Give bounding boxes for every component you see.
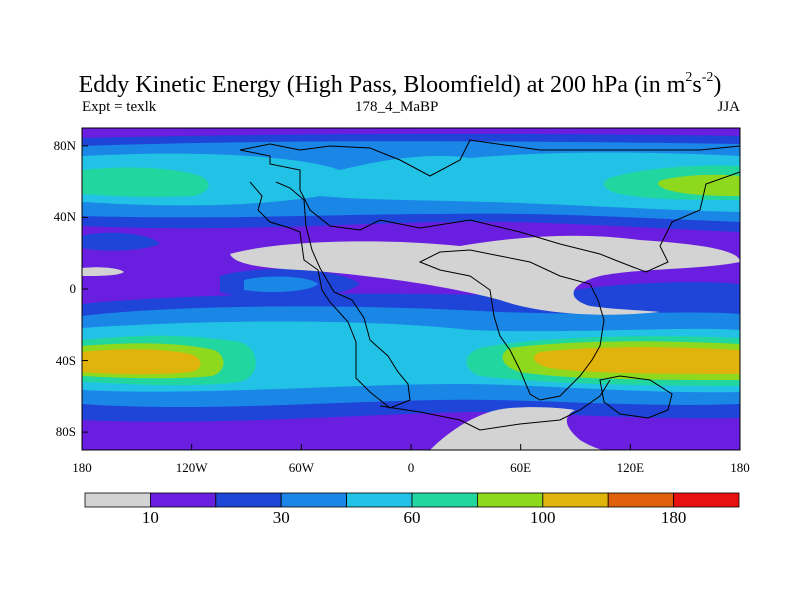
x-tick-label: 0 [407,460,415,475]
case-label: 178_4_MaBP [355,99,439,115]
coastline-antarctica [379,379,611,431]
coastline-group [239,139,740,431]
colorbar [84,492,740,508]
colorbar-swatch [346,492,413,508]
sh-band-level-7 [82,347,740,375]
experiment-label: Expt = texlk [82,99,157,115]
nh-band-level-6 [658,174,740,196]
colorbar-label: 30 [272,508,290,527]
colorbar-swatch [673,492,740,508]
colorbar-label: 180 [660,508,687,527]
coastline-africa [418,249,605,401]
colorbar-swatch [84,492,151,508]
colorbar-swatch [607,492,675,508]
y-tick-label: 80N [53,137,76,153]
colorbar-swatch [476,492,544,508]
low-eke-tropics [230,235,740,315]
coastline-eurasia [239,139,740,273]
y-tick-label: 0 [69,281,77,296]
low-eke-antarctic [430,407,605,450]
contour-fill-group [82,128,740,450]
season-label: JJA [717,99,740,115]
x-tick-label: 180 [72,460,92,475]
colorbar-swatch [149,492,217,508]
colorbar-label: 100 [530,508,556,527]
colorbar-label: 10 [141,508,159,527]
tick-marks [81,145,741,450]
colorbar-swatch [280,492,348,508]
x-tick-label: 120E [616,460,645,475]
nh-band-level-4 [82,152,740,212]
colorbar-swatch [411,492,478,508]
y-tick-label: 40N [53,209,76,225]
x-tick-label: 120W [175,460,208,475]
low-eke-west-edge [82,267,124,276]
nh-band-level-5 [82,165,740,200]
x-tick-label: 180 [730,460,750,475]
x-tick-label: 60E [510,460,532,475]
y-tick-label: 80S [55,424,76,440]
y-tick-label: 40S [55,352,76,368]
coastline-australia [599,375,673,419]
colorbar-swatch [542,492,609,508]
chart-title: Eddy Kinetic Energy (High Pass, Bloomfie… [78,70,722,98]
tropical-band-level-3 [244,276,318,292]
x-tick-label: 60W [288,460,314,475]
colorbar-swatch [215,492,282,508]
colorbar-label: 60 [403,508,421,527]
